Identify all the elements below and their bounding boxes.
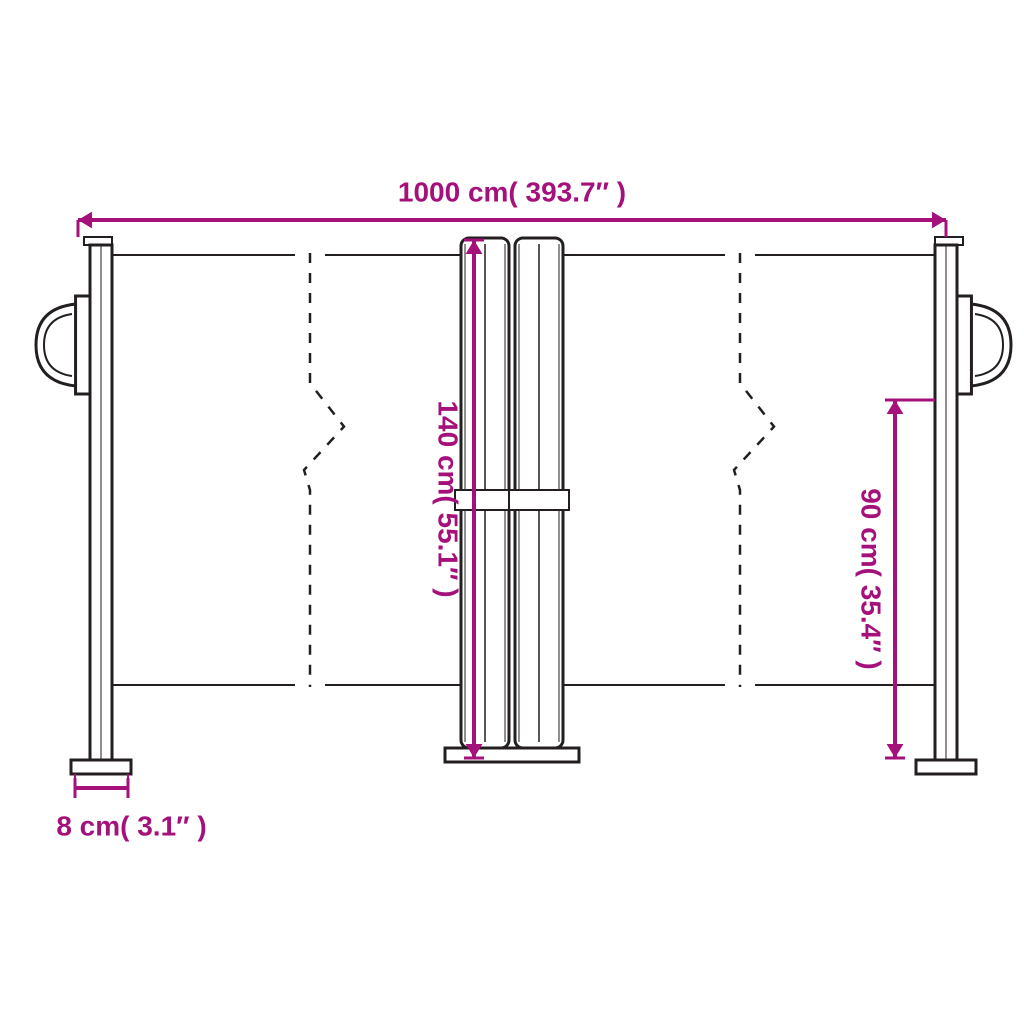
dim-post-height-label: 90 cm( 35.4″ ) bbox=[856, 488, 887, 670]
dim-height-label: 140 cm( 55.1″ ) bbox=[433, 400, 464, 597]
dim-foot-width-label: 8 cm( 3.1″ ) bbox=[56, 810, 206, 841]
dim-width-label: 1000 cm( 393.7″ ) bbox=[398, 176, 626, 207]
